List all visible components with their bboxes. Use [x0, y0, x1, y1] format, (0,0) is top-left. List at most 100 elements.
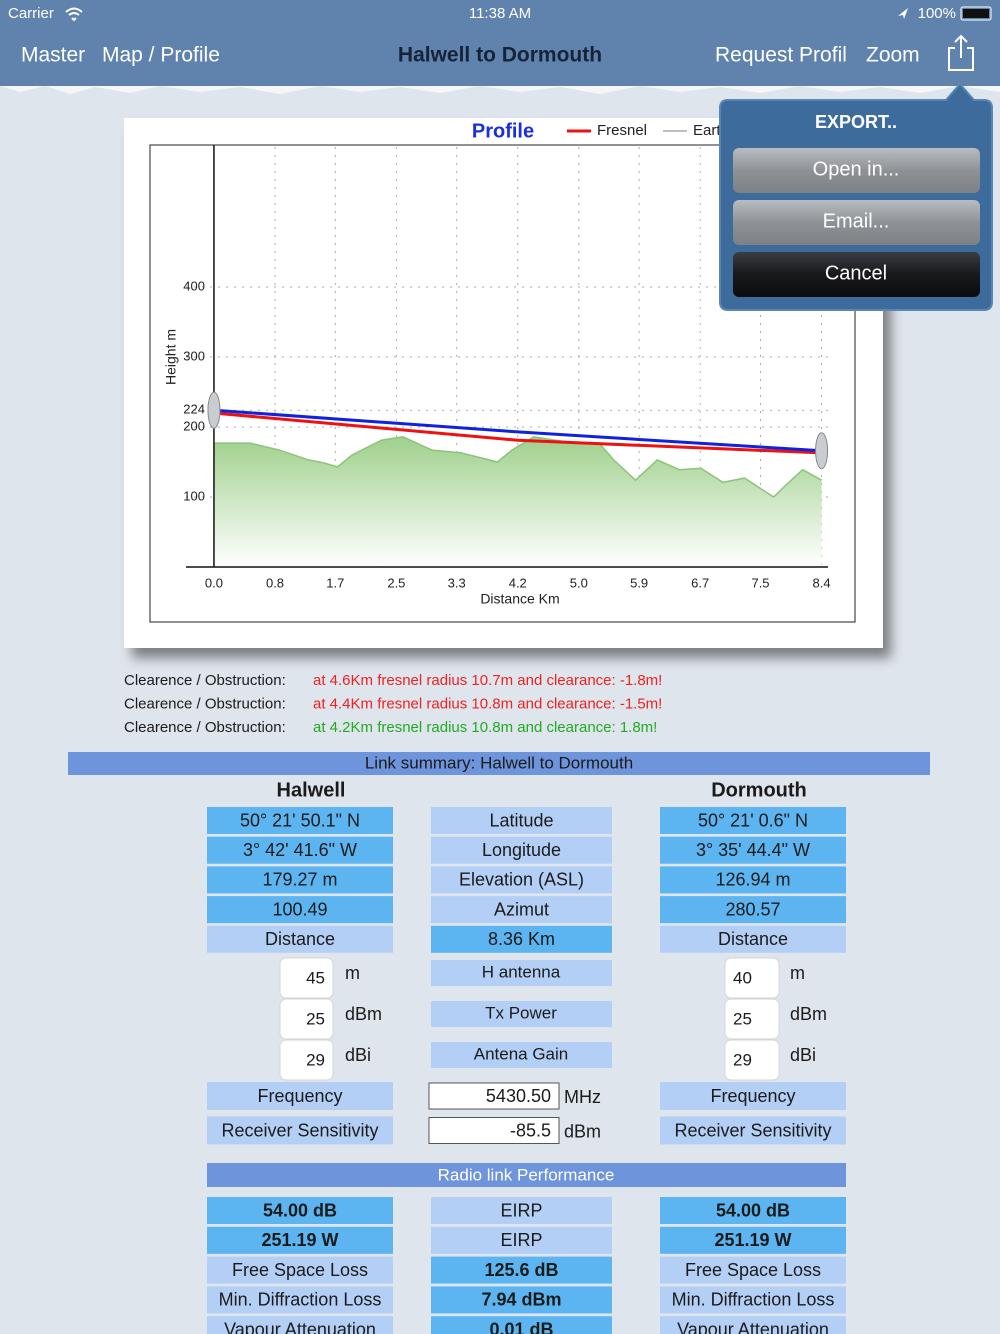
clearance-text: at 4.6Km fresnel radius 10.7m and cleara…: [313, 672, 662, 689]
summary-value-cell: [431, 896, 612, 924]
performance-value: 125.6 dB: [484, 1260, 558, 1280]
summary-value: 179.27 m: [262, 870, 337, 890]
performance-title: Radio link Performance: [438, 1165, 615, 1184]
summary-value: 100.49: [272, 899, 327, 919]
performance-value-cell: [431, 1316, 612, 1334]
summary-value: 280.57: [725, 899, 780, 919]
x-tick-label: 4.2: [509, 575, 527, 590]
input-value: 40: [733, 968, 752, 987]
nav-request[interactable]: Request Profil: [715, 44, 847, 67]
performance-value-cell: [431, 1226, 612, 1254]
setting-value: 5430.50: [486, 1086, 551, 1106]
input-box[interactable]: [279, 1039, 334, 1081]
x-tick-label: 0.8: [266, 575, 284, 590]
input-unit: dBi: [345, 1045, 371, 1065]
summary-value: Latitude: [489, 810, 553, 830]
nav-bar: [0, 0, 1000, 86]
nav-master[interactable]: Master: [21, 44, 85, 67]
setting-label: Receiver Sensitivity: [221, 1120, 378, 1140]
battery-level: [963, 9, 989, 18]
nav-map-profile[interactable]: Map / Profile: [102, 44, 220, 67]
open-in-label[interactable]: Open in...: [813, 158, 900, 180]
performance-value-cell: [207, 1316, 393, 1334]
input-box[interactable]: [724, 1039, 780, 1081]
setting-unit: dBm: [564, 1121, 601, 1141]
performance-value: 7.94 dBm: [481, 1290, 561, 1310]
summary-value: Distance: [265, 929, 335, 949]
summary-value: 3° 35' 44.4" W: [696, 840, 810, 860]
plot-frame: [149, 144, 856, 623]
performance-value: Free Space Loss: [232, 1260, 368, 1280]
performance-value: EIRP: [500, 1200, 542, 1220]
open-in-button[interactable]: [733, 148, 980, 193]
x-axis-label: Distance Km: [480, 591, 559, 607]
performance-value-cell: [431, 1286, 612, 1314]
left-site: Halwell: [277, 779, 346, 801]
input-box[interactable]: [279, 957, 334, 999]
summary-value-cell: [431, 925, 612, 953]
antenna-icon: [815, 432, 829, 470]
wifi-icon: [65, 7, 83, 22]
y-tick-label: 300: [183, 348, 205, 363]
share-button[interactable]: [948, 34, 974, 71]
performance-value: Free Space Loss: [685, 1260, 821, 1280]
input-box[interactable]: [724, 998, 780, 1040]
performance-value-cell: [431, 1197, 612, 1224]
x-tick-label: 1.7: [326, 575, 344, 590]
param-label: Antena Gain: [474, 1044, 569, 1063]
summary-value-cell: [660, 836, 846, 864]
clearance-text: at 4.4Km fresnel radius 10.8m and cleara…: [313, 695, 662, 712]
cancel-button[interactable]: [733, 252, 980, 297]
nav-zoom[interactable]: Zoom: [866, 44, 920, 67]
x-tick-label: 7.5: [751, 575, 769, 590]
performance-value: 54.00 dB: [716, 1200, 790, 1220]
nav-title: Halwell to Dormouth: [398, 44, 602, 67]
location-icon: [898, 8, 908, 19]
performance-value: EIRP: [500, 1230, 542, 1250]
input-value: 25: [733, 1009, 752, 1028]
input-unit: m: [345, 963, 360, 983]
input-box[interactable]: [279, 998, 334, 1040]
performance-value: 251.19 W: [714, 1230, 791, 1250]
performance-value: 0.01 dB: [489, 1319, 553, 1334]
param-cell: [431, 960, 612, 986]
performance-value: Vapour Attenuation: [224, 1319, 376, 1334]
performance-value-cell: [660, 1316, 846, 1334]
clock: 11:38 AM: [469, 5, 531, 22]
summary-value-cell: [660, 925, 846, 953]
input-box[interactable]: [724, 957, 780, 999]
setting-input[interactable]: [428, 1117, 560, 1144]
email-label[interactable]: Email...: [823, 210, 890, 232]
chart-title: Profile: [472, 120, 534, 142]
summary-value: 50° 21' 0.6" N: [698, 810, 808, 830]
setting-label: Frequency: [710, 1086, 795, 1106]
summary-value-cell: [207, 836, 393, 864]
setting-input[interactable]: [428, 1082, 560, 1110]
summary-value: Distance: [718, 929, 788, 949]
x-tick-label: 8.4: [813, 575, 831, 590]
y-tick-label: 200: [183, 418, 205, 433]
summary-value: 8.36 Km: [488, 929, 555, 949]
summary-value-cell: [207, 807, 393, 834]
summary-value-cell: [431, 807, 612, 834]
setting-cell: [660, 1116, 846, 1145]
performance-value: Vapour Attenuation: [677, 1319, 829, 1334]
input-unit: dBm: [345, 1004, 382, 1024]
param-cell: [431, 1042, 612, 1068]
email-button[interactable]: [733, 200, 980, 245]
cancel-label[interactable]: Cancel: [825, 262, 887, 284]
performance-value-cell: [207, 1286, 393, 1314]
summary-value-cell: [431, 866, 612, 894]
y-axis-label: Height m: [163, 329, 179, 385]
input-unit: dBm: [790, 1004, 827, 1024]
input-unit: m: [790, 963, 805, 983]
link-details: Clearence / Obstruction: at 4.6Km fresnel…: [68, 672, 930, 1334]
y-tick-label: 100: [183, 488, 205, 503]
summary-bar: [68, 752, 930, 775]
input-value: 29: [306, 1050, 325, 1069]
summary-value: 50° 21' 50.1" N: [240, 810, 360, 830]
performance-value-cell: [207, 1226, 393, 1254]
performance-value: 54.00 dB: [263, 1200, 337, 1220]
